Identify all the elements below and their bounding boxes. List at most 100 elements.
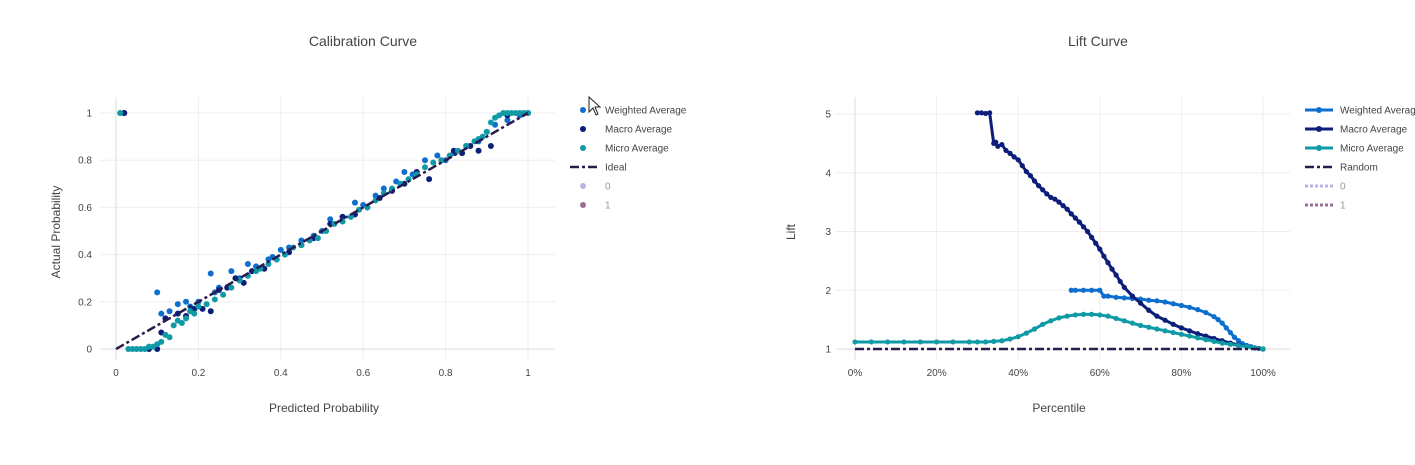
calibration-legend-item-1[interactable]: 1 [580,201,611,212]
lift-micro-average-point [1031,326,1038,332]
lift-macro-average-point [1121,284,1127,290]
calibration-weighted-average-point [166,308,173,315]
lift-legend-item-1[interactable]: 1 [1305,201,1346,212]
lift-weighted-average-point [1121,295,1127,301]
calibration-micro-average-point [314,235,321,242]
y-tick-label: 2 [825,286,831,297]
calibration-macro-average-point [475,147,482,154]
y-tick-label: 1 [825,345,831,356]
lift-weighted-average-point [1101,293,1107,299]
lift-micro-average-point [1072,312,1078,318]
legend-label: Micro Average [605,144,669,155]
calibration-series-weighted-average [121,110,531,317]
y-tick-label: 0.2 [78,297,92,308]
lift-weighted-average-point [1154,298,1160,304]
calibration-legend-item-ideal[interactable]: Ideal [570,163,627,174]
lift-macro-average-point [1019,163,1025,169]
legend-marker-icon [580,107,586,113]
y-tick-label: 4 [825,168,831,179]
lift-legend-item-micro-average[interactable]: Micro Average [1305,144,1404,155]
lift-macro-average-point [1109,266,1115,272]
calibration-y-axis-title: Actual Probability [49,186,63,279]
lift-legend-item-weighted-average[interactable]: Weighted Average [1305,106,1415,117]
legend-marker-icon [1316,126,1322,132]
lift-macro-average-point [1072,215,1078,221]
calibration-micro-average-point [166,334,173,341]
lift-macro-average-point [974,110,981,116]
lift-macro-average-point [993,139,999,145]
lift-micro-average-point [1186,333,1193,339]
lift-macro-average-point [1003,147,1009,154]
calibration-macro-average-point [339,213,346,220]
lift-micro-average-point [966,339,972,345]
lift-x-axis-title: Percentile [1032,401,1086,415]
lift-micro-average-point [1040,321,1046,327]
lift-micro-average-point [1080,311,1087,317]
lift-micro-average-point [991,338,997,344]
lift-legend-item-macro-average[interactable]: Macro Average [1305,125,1408,136]
lift-micro-average-point [1203,337,1209,343]
calibration-legend[interactable]: Weighted Average Macro Average Micro Avera… [570,106,687,212]
calibration-micro-average-point [516,110,523,116]
lift-micro-average-point [950,339,956,345]
lift-macro-average-point [1011,154,1017,160]
legend-marker-icon [580,183,586,189]
lift-micro-average-point [868,339,874,345]
calibration-micro-average-point [504,110,511,116]
lift-macro-average-point [1178,325,1184,331]
calibration-legend-item-0[interactable]: 0 [580,182,611,193]
x-tick-label: 0.2 [191,368,205,379]
calibration-macro-average-point [121,110,128,116]
calibration-micro-average-point [125,346,132,352]
lift-weighted-average-point [1178,302,1184,309]
calibration-micro-average-point [508,110,515,116]
lift-macro-average-point [1007,150,1013,156]
lift-weighted-average-point [1089,287,1095,293]
calibration-micro-average-point [479,133,486,140]
lift-series-macro-average [974,110,1266,352]
calibration-micro-average-point [158,338,165,345]
calibration-micro-average-point [170,322,177,329]
lift-macro-average-point [1031,178,1038,184]
lift-weighted-average-point [1231,334,1238,340]
y-tick-label: 0.4 [78,250,92,261]
lift-weighted-average-point [1211,314,1217,320]
calibration-legend-item-macro-average[interactable]: Macro Average [580,125,673,136]
calibration-legend-item-weighted-average[interactable]: Weighted Average [580,106,687,117]
calibration-macro-average-point [261,265,268,272]
calibration-title: Calibration Curve [309,33,417,49]
lift-macro-average-point [1101,253,1107,259]
lift-micro-average-point [1211,338,1217,344]
calibration-micro-average-point [422,164,428,171]
legend-marker-icon [580,126,586,132]
lift-weighted-average-point [1170,301,1176,307]
lift-legend[interactable]: Weighted Average Macro Average Micro Avera… [1305,106,1415,212]
lift-micro-average-point [982,339,989,345]
lift-macro-average-point [1056,199,1062,205]
calibration-weighted-average-point [244,261,251,268]
calibration-micro-average-point [203,301,210,308]
lift-macro-average-point [1036,183,1042,189]
calibration-micro-average-point [211,296,218,303]
lift-weighted-average-point [1105,293,1111,299]
lift-micro-average-point [1195,335,1201,341]
calibration-micro-average-point [133,346,140,352]
lift-legend-item-random[interactable]: Random [1305,163,1378,174]
x-tick-label: 1 [525,368,531,379]
calibration-macro-average-point [450,147,457,154]
calibration-weighted-average-point [401,169,408,175]
lift-weighted-average-point [1146,297,1152,303]
y-tick-label: 0.8 [78,156,92,167]
lift-micro-average-point [1105,313,1111,319]
lift-micro-average-point [885,339,891,345]
lift-micro-average-point [1121,318,1127,324]
lift-weighted-average-point [1113,294,1119,300]
calibration-weighted-average-point [207,270,214,277]
lift-micro-average-point [1048,318,1054,324]
calibration-micro-average-point [438,157,445,164]
calibration-micro-average-point [117,110,124,116]
x-tick-label: 60% [1090,368,1110,379]
lift-legend-item-0[interactable]: 0 [1305,182,1346,193]
lift-micro-average-point [1178,331,1184,337]
calibration-legend-item-micro-average[interactable]: Micro Average [580,144,669,155]
